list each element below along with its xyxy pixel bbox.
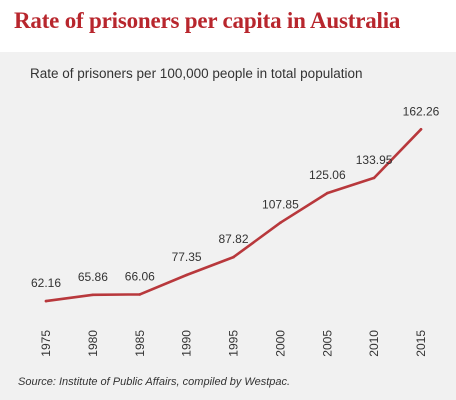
- data-label: 62.16: [31, 276, 61, 290]
- x-tick-label: 1975: [39, 330, 53, 357]
- chart-panel: Rate of prisoners per 100,000 people in …: [0, 52, 456, 400]
- data-point: [138, 293, 142, 296]
- x-tick-label: 2015: [414, 330, 428, 357]
- data-label: 66.06: [125, 269, 155, 283]
- data-point: [419, 128, 423, 131]
- data-point: [91, 293, 95, 297]
- x-tick-label: 1980: [86, 330, 100, 357]
- x-tick-label: 1985: [133, 330, 147, 357]
- data-point: [44, 299, 48, 303]
- data-point: [279, 221, 282, 224]
- data-label: 133.95: [356, 153, 393, 167]
- data-point: [326, 191, 329, 195]
- x-tick-label: 2000: [273, 330, 287, 357]
- data-point: [372, 176, 376, 180]
- chart-title: Rate of prisoners per capita in Australi…: [14, 8, 401, 33]
- data-point: [185, 273, 188, 277]
- data-label: 65.86: [78, 270, 108, 284]
- data-point: [232, 255, 235, 259]
- data-label: 77.35: [172, 250, 202, 264]
- x-tick-label: 1990: [180, 330, 194, 357]
- source-note: Source: Institute of Public Affairs, com…: [18, 376, 291, 388]
- data-label: 87.82: [218, 232, 248, 246]
- data-label: 162.26: [403, 104, 440, 118]
- x-tick-label: 2005: [320, 330, 334, 357]
- data-label: 107.85: [262, 198, 299, 212]
- x-tick-label: 2010: [367, 330, 381, 357]
- x-tick-label: 1995: [227, 330, 241, 357]
- data-label: 125.06: [309, 168, 346, 182]
- line-chart: 62.16 65.86 66.06 77.35 87.82 107.85 125.06 133…: [31, 104, 440, 357]
- chart-subtitle: Rate of prisoners per 100,000 people in …: [30, 66, 363, 81]
